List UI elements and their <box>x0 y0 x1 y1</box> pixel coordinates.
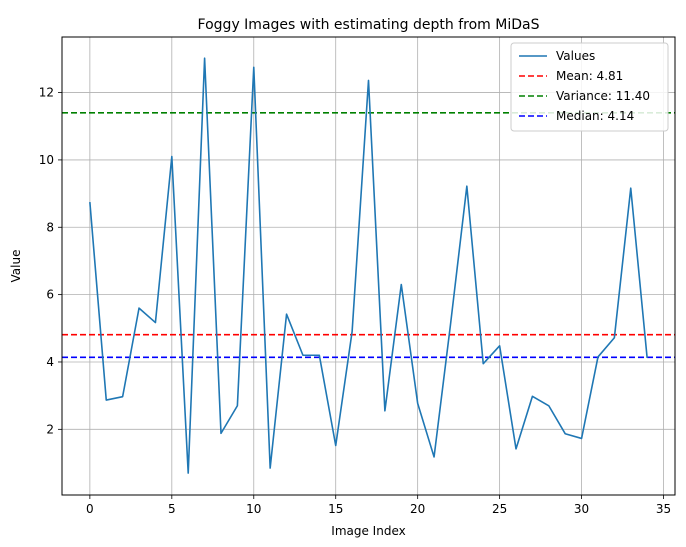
x-tick-label: 15 <box>328 502 343 516</box>
x-tick-label: 25 <box>492 502 507 516</box>
y-tick-label: 4 <box>46 355 54 369</box>
series-line <box>89 57 648 474</box>
y-tick-label: 12 <box>39 86 54 100</box>
y-tick-label: 2 <box>46 422 54 436</box>
x-axis: 0 5 10 15 20 25 30 35 <box>86 495 671 516</box>
y-tick-label: 8 <box>46 220 54 234</box>
reference-lines <box>62 111 675 359</box>
x-tick-label: 30 <box>574 502 589 516</box>
y-axis: 2 4 6 8 10 12 <box>39 86 62 436</box>
x-tick-label: 35 <box>656 502 671 516</box>
chart-title: Foggy Images with estimating depth from … <box>198 17 540 33</box>
y-axis-label: Value <box>9 250 23 283</box>
x-axis-label: Image Index <box>331 524 405 538</box>
y-tick-label: 6 <box>46 288 54 302</box>
y-tick-label: 10 <box>39 153 54 167</box>
legend-entry-label: Mean: 4.81 <box>556 69 623 83</box>
legend-entry-label: Values <box>556 49 595 63</box>
x-tick-label: 20 <box>410 502 425 516</box>
legend-entry-label: Median: 4.14 <box>556 109 634 123</box>
legend: Values Mean: 4.81 Variance: 11.40 Median: 4… <box>510 42 669 132</box>
x-tick-label: 5 <box>168 502 176 516</box>
x-tick-label: 0 <box>86 502 94 516</box>
legend-entry-label: Variance: 11.40 <box>556 89 650 103</box>
plot-area-frame <box>61 36 676 496</box>
x-tick-label: 10 <box>246 502 261 516</box>
series-lines <box>89 57 648 474</box>
legend-box <box>510 42 669 132</box>
